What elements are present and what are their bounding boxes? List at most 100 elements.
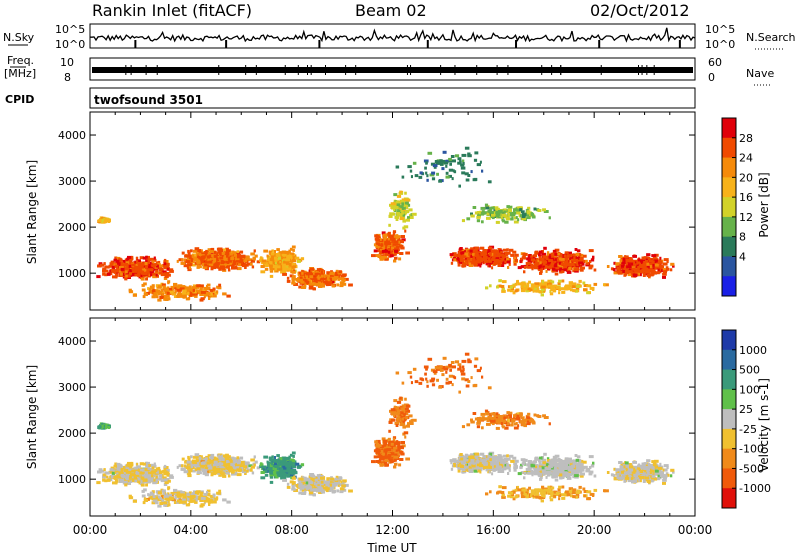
power-cell-1784	[381, 231, 386, 235]
power-cell-514	[151, 264, 154, 268]
power-cell-856	[191, 260, 195, 263]
velocity-cell-406	[103, 468, 106, 472]
power-cell-498	[137, 271, 141, 275]
power-cell-1188	[273, 269, 277, 273]
power-cell-4033	[498, 284, 502, 288]
power-cell-3688	[506, 205, 510, 209]
power-cell-2378	[489, 248, 493, 252]
power-cell-2861	[592, 255, 595, 259]
power-cell-3078	[538, 253, 541, 257]
velocity-cell-297	[127, 479, 130, 483]
power-cell-1218	[283, 253, 287, 257]
power-cell-2372	[512, 250, 517, 254]
power-cell-1643	[292, 275, 296, 279]
power-cell-1432	[318, 285, 323, 288]
power-cell-965	[233, 253, 238, 257]
power-cell-1937	[388, 250, 391, 254]
power-cell-2790	[526, 257, 530, 261]
power-cell-1357	[292, 265, 296, 269]
power-cell-3063	[579, 258, 583, 262]
velocity-cell-547	[184, 460, 189, 464]
power-cell-983	[186, 254, 192, 258]
power-cell-1061	[231, 264, 235, 268]
power-cell-4131	[481, 169, 484, 173]
power-cell-3803	[184, 292, 190, 296]
velocity-cell-368	[117, 470, 121, 474]
power-cell-1924	[395, 236, 399, 240]
power-cell-1636	[286, 279, 291, 283]
power-cell-4145	[434, 160, 438, 163]
power-cell-4180	[448, 157, 452, 161]
power-cell-3009	[593, 268, 597, 272]
power-cell-2490	[458, 260, 461, 264]
power-cell-405	[99, 263, 105, 267]
power-cell-732	[178, 258, 184, 262]
power-cell-3640	[492, 211, 498, 215]
power-cell-2384	[493, 255, 498, 259]
velocity-cell-253	[102, 478, 106, 482]
power-cell-1523	[286, 276, 290, 280]
velocity-cell-587	[187, 474, 192, 478]
power-cell-505	[147, 268, 153, 272]
power-cell-1834	[395, 240, 401, 244]
power-cell-459	[104, 273, 108, 277]
power-cell-3923	[205, 292, 211, 295]
power-cell-1787	[393, 234, 397, 238]
power-cell-3697	[527, 206, 531, 210]
power-cell-491	[123, 259, 126, 263]
power-cell-2046	[396, 203, 401, 207]
power-cell-3915	[174, 289, 177, 293]
velocity-cell-499	[112, 481, 117, 485]
power-cell-1613	[300, 280, 305, 284]
power-cell-4182	[438, 179, 442, 183]
power-cell-484	[131, 267, 135, 271]
power-cell-3875	[195, 292, 198, 296]
power-cell-2715	[527, 259, 533, 263]
power-cell-1326	[274, 261, 279, 265]
power-cell-3636	[511, 215, 514, 219]
power-cell-4048	[531, 288, 536, 292]
power-cell-4067	[533, 287, 537, 291]
power-cell-2433	[473, 259, 479, 263]
power-cell-3679	[507, 216, 510, 220]
power-cell-2540	[484, 259, 489, 263]
power-cell-11	[145, 277, 148, 281]
power-cell-1079	[202, 255, 206, 259]
power-cell-2047	[400, 205, 404, 209]
velocity-cell-460	[142, 475, 147, 479]
power-cell-3967	[501, 280, 507, 284]
power-cell-3100	[555, 266, 560, 270]
power-cell-4038	[571, 285, 577, 289]
power-cell-1605	[295, 278, 299, 281]
power-cell-896	[256, 260, 261, 264]
nsky-trace	[89, 27, 696, 48]
power-cell-3229	[620, 257, 624, 261]
power-cell-1892	[383, 236, 388, 240]
power-cell-1389	[340, 274, 343, 278]
power-cell-4135	[451, 159, 456, 163]
power-cell-3816	[149, 285, 154, 289]
power-cell-3107	[576, 258, 579, 262]
power-cell-1352	[263, 264, 268, 268]
power-cell-1865	[391, 242, 396, 246]
power-cell-4010	[565, 284, 570, 288]
power-cell-1902	[391, 246, 395, 250]
power-cell-1009	[204, 251, 208, 255]
power-cell-557	[253, 249, 256, 253]
power-cell-1889	[393, 240, 398, 244]
power-cell-1356	[274, 256, 277, 260]
power-cell-3539	[625, 269, 629, 273]
power-cell-4090	[525, 285, 529, 289]
power-cell-250	[146, 263, 151, 267]
power-cell-2048	[396, 206, 399, 209]
power-cell-905	[239, 250, 244, 254]
velocity-cell-502	[166, 473, 170, 477]
velocity-cell-414	[120, 478, 123, 482]
velocity-cell-461	[105, 471, 110, 475]
power-cell-1025	[211, 254, 216, 258]
power-cell-3306	[656, 271, 660, 275]
power-cell-3521	[632, 261, 636, 265]
power-cell-597	[251, 265, 255, 269]
power-cell-858	[218, 253, 222, 257]
power-cell-695	[204, 255, 208, 259]
